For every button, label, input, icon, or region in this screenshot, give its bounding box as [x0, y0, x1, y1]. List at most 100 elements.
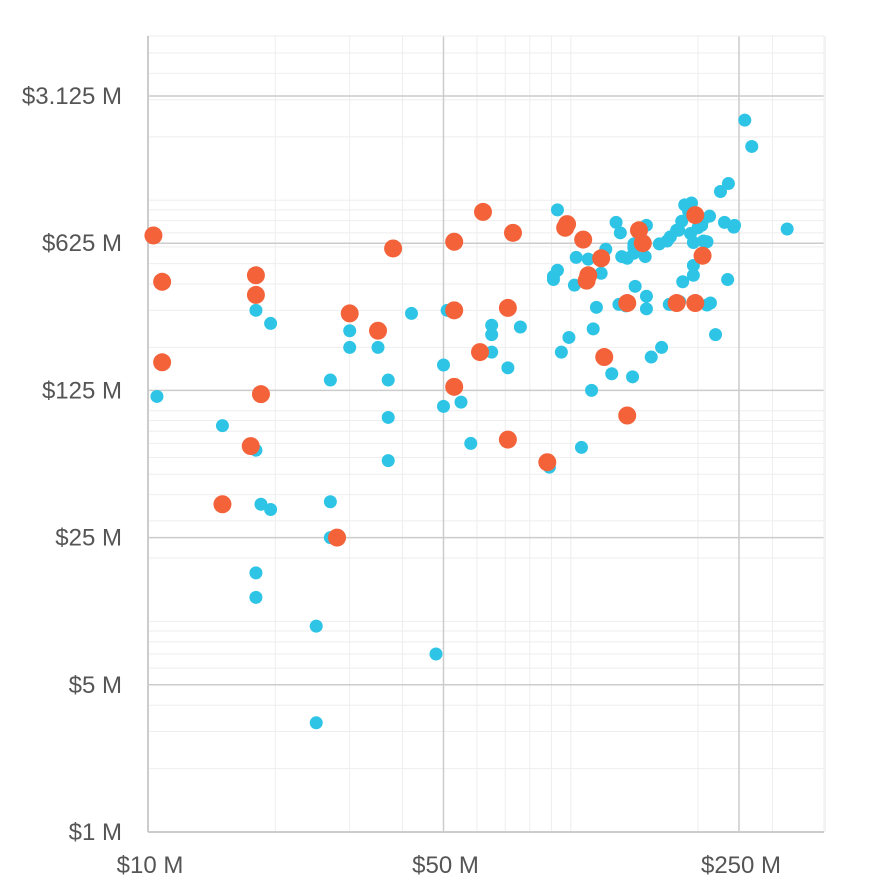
data-point: [700, 235, 714, 249]
data-point: [309, 716, 323, 730]
data-point: [503, 223, 522, 242]
data-point: [445, 301, 464, 320]
data-point: [264, 316, 278, 330]
data-point: [381, 410, 395, 424]
x-tick-label: $50 M: [412, 852, 479, 879]
data-point: [246, 285, 265, 304]
y-tick-label: $125 M: [42, 377, 122, 404]
y-tick-label: $25 M: [55, 525, 122, 552]
data-point: [567, 278, 581, 292]
data-point: [550, 203, 564, 217]
data-point: [562, 330, 576, 344]
data-point: [473, 202, 492, 221]
y-tick-label: $5 M: [69, 672, 122, 699]
data-point: [144, 226, 163, 245]
data-point: [340, 304, 359, 323]
data-point: [554, 345, 568, 359]
data-point: [574, 230, 593, 249]
data-point: [628, 279, 642, 293]
data-point: [686, 268, 700, 282]
data-point: [569, 250, 583, 264]
data-point: [618, 406, 637, 425]
axes: [147, 36, 824, 833]
data-point: [638, 250, 652, 264]
data-point: [780, 222, 794, 236]
data-point: [264, 502, 278, 516]
data-point: [464, 436, 478, 450]
gridlines: [147, 35, 826, 833]
data-point: [574, 440, 588, 454]
data-point: [644, 350, 658, 364]
y-tick-label: $1 M: [69, 819, 122, 846]
x-tick-label: $10 M: [117, 852, 184, 879]
data-point: [381, 454, 395, 468]
data-point: [371, 340, 385, 354]
data-point: [703, 296, 717, 310]
data-point: [626, 370, 640, 384]
data-point: [445, 232, 464, 251]
data-points: [144, 113, 794, 730]
data-point: [589, 300, 603, 314]
data-point: [328, 528, 347, 547]
data-point: [550, 263, 564, 277]
x-tick-label: $250 M: [701, 852, 781, 879]
y-tick-label: $3.125 M: [22, 83, 122, 110]
data-point: [215, 419, 229, 433]
data-point: [594, 266, 608, 280]
data-point: [384, 239, 403, 258]
data-point: [501, 361, 515, 375]
data-point: [745, 139, 759, 153]
data-point: [738, 113, 752, 127]
data-point: [538, 453, 557, 472]
data-point: [686, 206, 705, 225]
data-point: [592, 249, 611, 268]
data-point: [605, 367, 619, 381]
data-point: [609, 215, 623, 229]
data-point: [323, 373, 337, 387]
data-point: [686, 294, 705, 313]
y-tick-label: $625 M: [42, 230, 122, 257]
data-point: [485, 345, 499, 359]
data-point: [249, 590, 263, 604]
data-point: [150, 389, 164, 403]
data-point: [343, 340, 357, 354]
data-point: [343, 324, 357, 338]
x-axis-tick-labels: $10 M $50 M $250 M: [117, 852, 781, 879]
data-point: [709, 328, 723, 342]
data-point: [703, 209, 717, 223]
data-point: [454, 395, 468, 409]
data-point: [513, 320, 527, 334]
data-point: [241, 437, 260, 456]
data-point: [485, 318, 499, 332]
data-point: [595, 348, 614, 367]
data-point: [639, 289, 653, 303]
data-point: [369, 321, 388, 340]
data-point: [558, 215, 577, 234]
data-point: [249, 566, 263, 580]
data-point: [667, 294, 686, 313]
data-point: [639, 302, 653, 316]
data-point: [445, 377, 464, 396]
data-point: [585, 383, 599, 397]
data-point: [581, 252, 595, 266]
data-point: [485, 328, 499, 342]
data-point: [721, 273, 735, 287]
data-point: [251, 385, 270, 404]
data-point: [633, 234, 652, 253]
data-point: [213, 495, 232, 514]
data-point: [586, 322, 600, 336]
data-point: [429, 647, 443, 661]
data-point: [381, 373, 395, 387]
y-axis-tick-labels: $1 M $5 M $25 M $125 M $625 M $3.125 M: [22, 83, 122, 846]
data-point: [246, 266, 265, 285]
data-point: [323, 495, 337, 509]
data-point: [693, 246, 712, 265]
data-point: [437, 399, 450, 413]
data-point: [498, 298, 517, 317]
data-point: [254, 497, 268, 511]
data-point: [721, 177, 735, 191]
data-point: [437, 358, 450, 372]
data-point: [579, 266, 598, 285]
data-point: [728, 218, 742, 232]
